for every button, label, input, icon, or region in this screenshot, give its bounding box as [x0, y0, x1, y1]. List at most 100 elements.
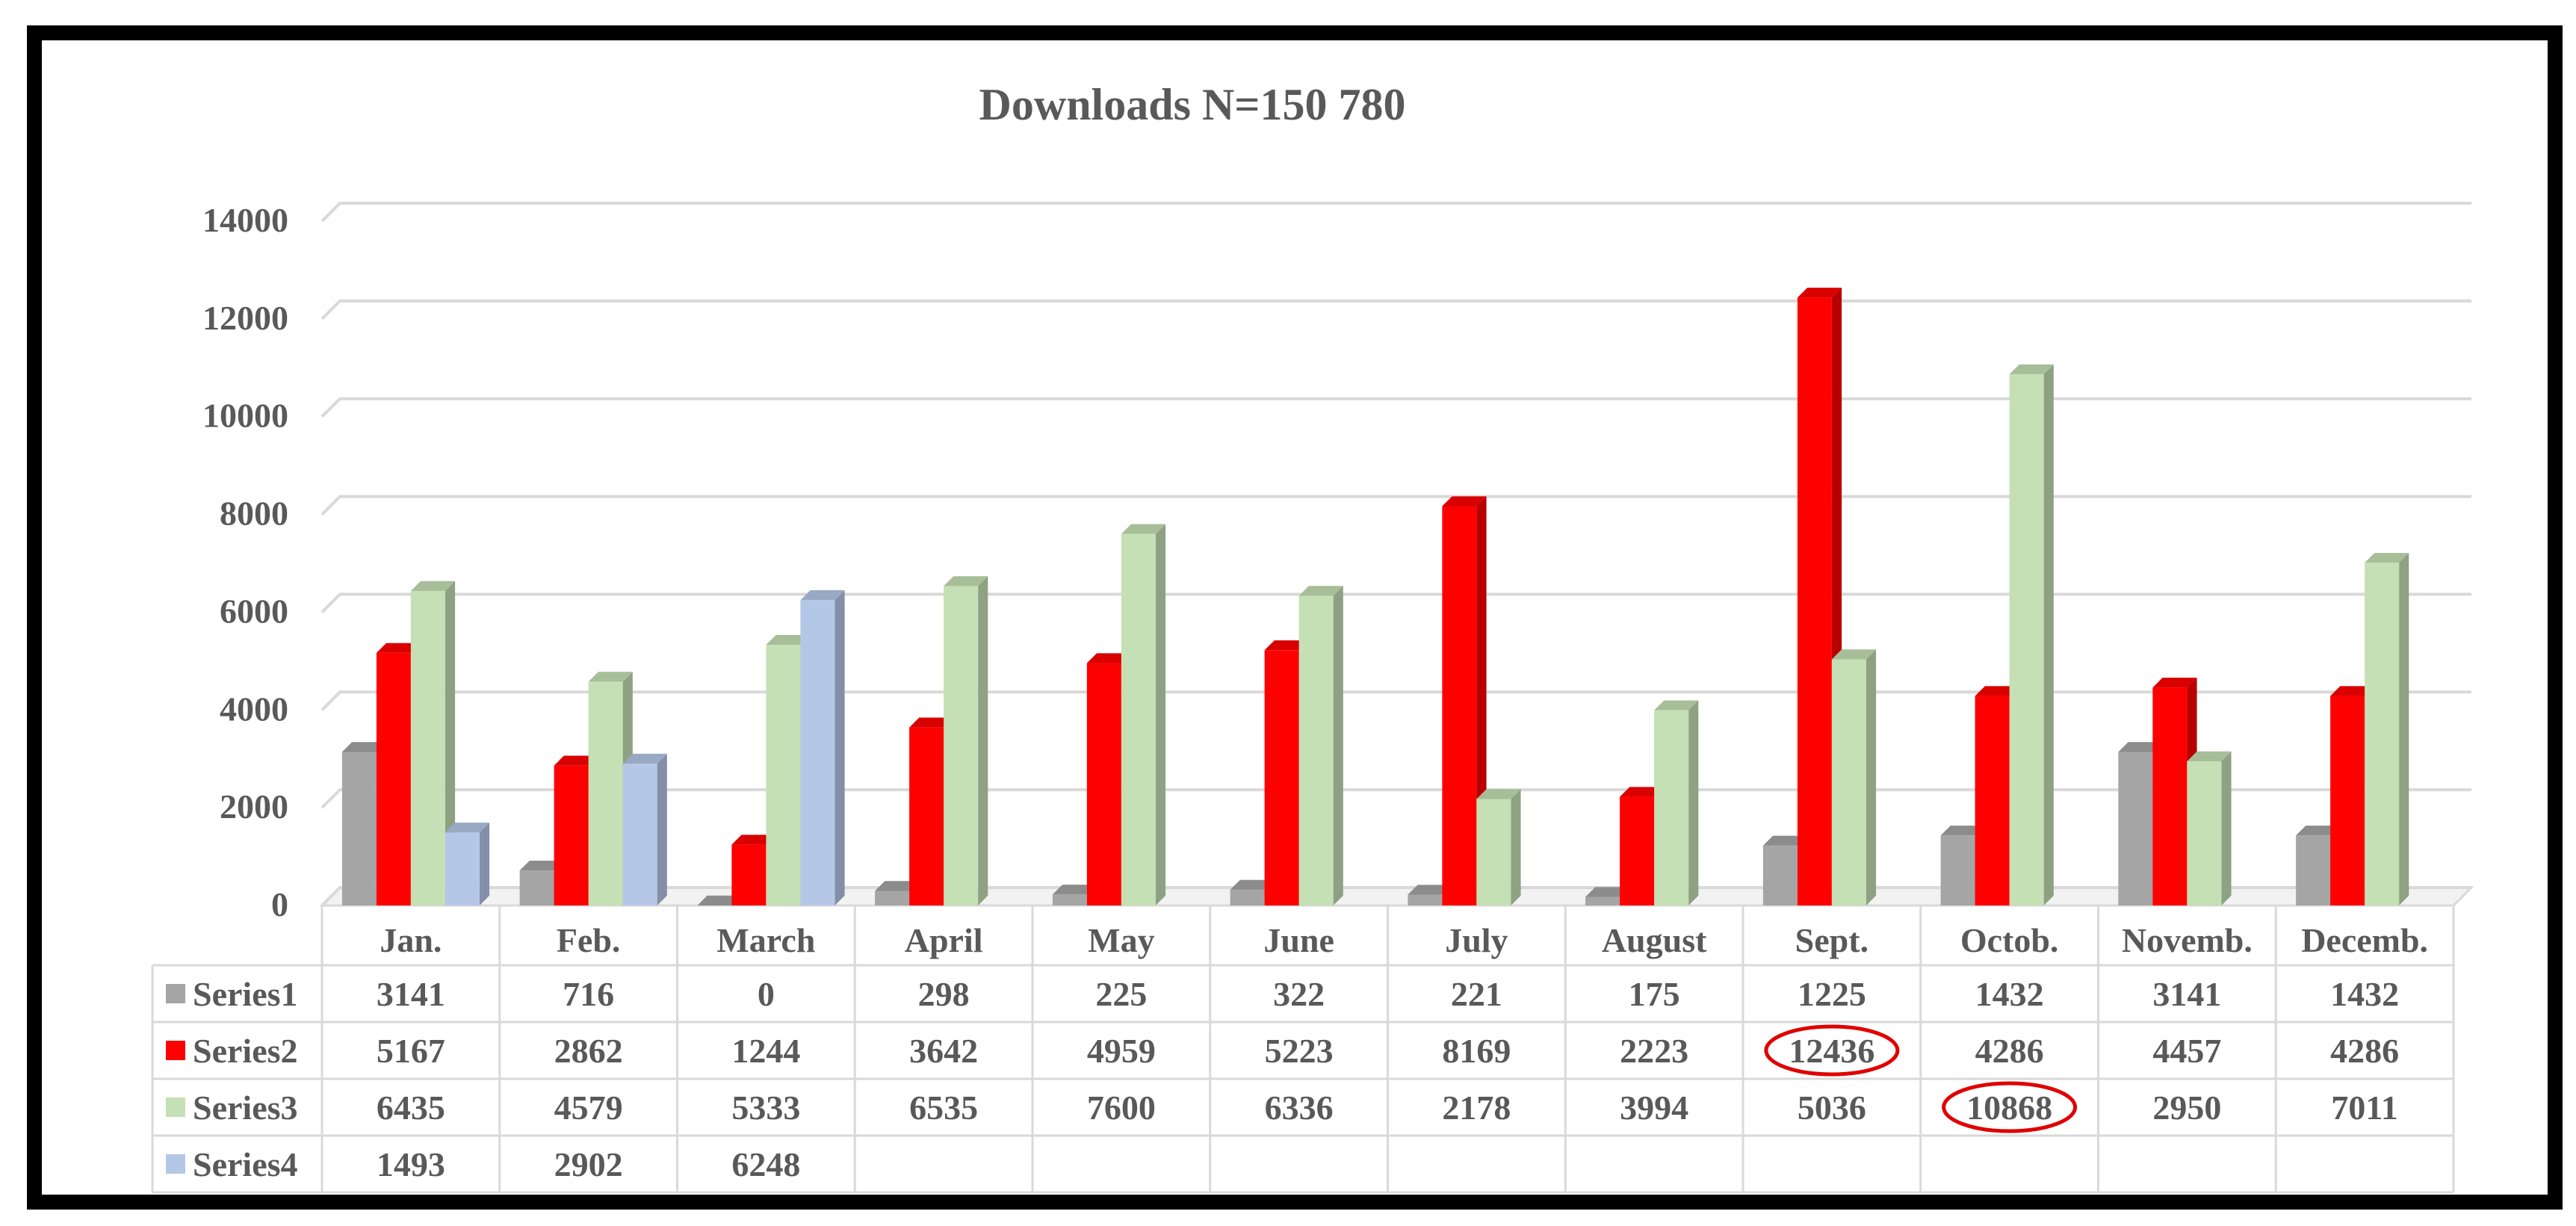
gridline [321, 886, 2471, 907]
bar [800, 590, 845, 905]
x-tick-label: Sept. [1795, 921, 1868, 959]
x-tick-label: March [716, 921, 815, 959]
data-label: 7011 [2331, 1089, 2397, 1127]
data-label: 3141 [377, 975, 445, 1013]
bar [1654, 700, 1699, 905]
legend-label: Series4 [193, 1145, 298, 1183]
legend-label: Series1 [193, 975, 298, 1013]
bar [697, 895, 742, 905]
data-label: 3642 [909, 1032, 978, 1070]
data-label: 3994 [1620, 1089, 1688, 1127]
data-label: 12436 [1789, 1032, 1874, 1070]
data-label: 0 [758, 975, 775, 1013]
gridline [321, 202, 2471, 223]
bar [410, 581, 456, 905]
data-label: 2178 [1442, 1089, 1511, 1127]
gridline [321, 495, 2471, 516]
bar [944, 576, 988, 905]
x-tick-label: Octob. [1960, 921, 2059, 959]
x-tick-label: June [1263, 921, 1334, 959]
data-label: 2902 [554, 1145, 623, 1183]
data-label: 175 [1629, 975, 1680, 1013]
data-label: 10868 [1966, 1089, 2052, 1127]
x-tick-label: Decemb. [2301, 921, 2428, 959]
bar [1298, 586, 1343, 905]
gridline [321, 592, 2471, 613]
data-label: 5167 [377, 1032, 445, 1070]
data-label: 225 [1095, 975, 1147, 1013]
gridline [321, 299, 2471, 321]
data-label: 6535 [909, 1089, 978, 1127]
bar [2187, 751, 2232, 905]
highlight-circle [1764, 1024, 1900, 1077]
data-label: 716 [563, 975, 614, 1013]
data-label: 5223 [1265, 1032, 1334, 1070]
bar [1831, 649, 1877, 905]
y-tick-label: 12000 [202, 299, 288, 337]
chart: 0 2000 4000 6000 8000 10000 12000 14000 Jan. Feb… [151, 80, 2474, 1194]
x-tick-label: April [905, 921, 983, 959]
data-label: 1244 [731, 1032, 800, 1070]
y-axis: 0 2000 4000 6000 8000 10000 12000 14000 [202, 201, 288, 923]
highlight-circle [1942, 1081, 2078, 1133]
gridline [321, 788, 2471, 809]
bar [2365, 553, 2409, 905]
data-label: 1225 [1798, 975, 1866, 1013]
data-label: 8169 [1442, 1032, 1511, 1070]
gridlines [319, 202, 2474, 907]
y-tick-label: 0 [271, 885, 288, 923]
x-tick-label: Feb. [557, 921, 621, 959]
data-label: 4286 [2330, 1032, 2399, 1070]
x-tick-label: Novemb. [2122, 921, 2253, 959]
data-label: 4959 [1087, 1032, 1156, 1070]
x-tick-label: July [1445, 921, 1508, 959]
data-label: 2862 [554, 1032, 623, 1070]
legend-swatch [166, 984, 185, 1003]
data-label: 1493 [377, 1145, 445, 1183]
legend-swatch [166, 1154, 185, 1174]
data-table: Jan. Feb. March April May June July August Sept.… [151, 905, 2455, 1194]
gridline [321, 690, 2471, 711]
data-label: 4579 [554, 1089, 623, 1127]
data-label: 5333 [731, 1089, 800, 1127]
chart-frame: 0 2000 4000 6000 8000 10000 12000 14000 Jan. Feb… [27, 25, 2563, 1210]
chart-title: Downloads N=150 780 [979, 80, 1406, 129]
bar [1121, 524, 1166, 905]
data-label: 6248 [731, 1145, 800, 1183]
bar [1797, 288, 1842, 906]
y-tick-label: 6000 [220, 592, 288, 630]
data-label: 5036 [1798, 1089, 1866, 1127]
x-tick-label: August [1602, 921, 1707, 959]
gridline [321, 397, 2471, 418]
y-tick-label: 2000 [220, 787, 288, 826]
bar [622, 753, 667, 905]
y-tick-label: 10000 [202, 397, 288, 435]
data-label: 4457 [2152, 1032, 2221, 1070]
data-label: 3141 [2152, 975, 2221, 1013]
bar [1408, 885, 1452, 905]
legend-swatch [166, 1097, 185, 1117]
x-tick-label: Jan. [380, 921, 442, 959]
bar [2009, 364, 2054, 906]
legend-swatch [166, 1041, 185, 1060]
data-label: 298 [918, 975, 970, 1013]
data-label: 7600 [1087, 1089, 1156, 1127]
data-label: 1432 [2330, 975, 2399, 1013]
data-label: 322 [1273, 975, 1325, 1013]
data-label: 221 [1451, 975, 1502, 1013]
bars [341, 288, 2409, 906]
y-tick-label: 14000 [202, 201, 288, 239]
y-tick-label: 4000 [220, 690, 288, 728]
data-label: 1432 [1975, 975, 2044, 1013]
data-label: 6336 [1265, 1089, 1334, 1127]
data-label: 6435 [377, 1089, 445, 1127]
data-label: 4286 [1975, 1032, 2044, 1070]
data-label: 2950 [2152, 1089, 2221, 1127]
bar [1476, 789, 1521, 905]
data-label: 2223 [1620, 1032, 1688, 1070]
legend-label: Series2 [193, 1032, 298, 1070]
bar [445, 823, 490, 905]
x-tick-label: May [1088, 921, 1154, 959]
legend-label: Series3 [193, 1089, 298, 1127]
y-tick-label: 8000 [220, 495, 288, 533]
